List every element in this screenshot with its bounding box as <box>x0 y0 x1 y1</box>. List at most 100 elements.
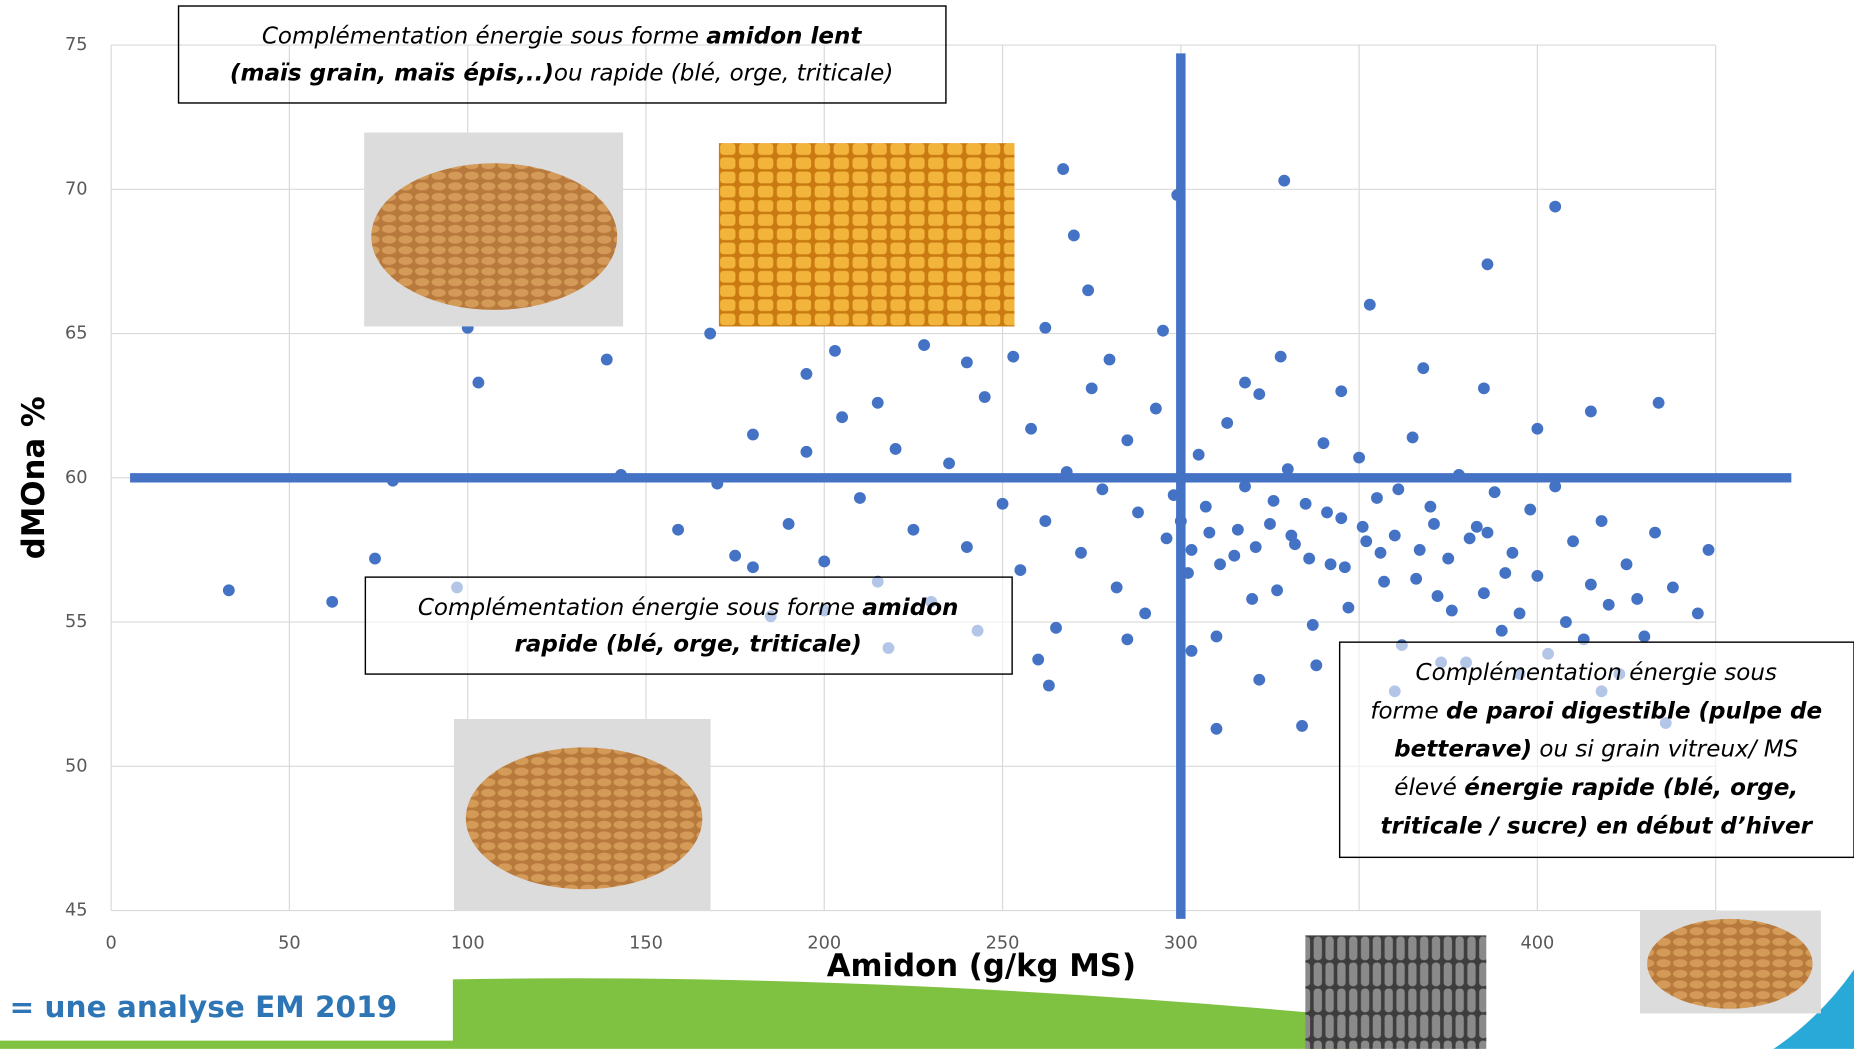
point <box>1596 515 1608 527</box>
point <box>223 584 235 596</box>
point <box>1057 163 1069 175</box>
point <box>747 561 759 573</box>
point <box>1246 593 1258 605</box>
point <box>1186 645 1198 657</box>
point <box>369 553 381 565</box>
point <box>836 411 848 423</box>
point <box>1307 619 1319 631</box>
point <box>1631 593 1643 605</box>
point <box>1278 175 1290 187</box>
point <box>1096 483 1108 495</box>
footnote: = une analyse EM 2019 <box>9 990 397 1024</box>
point <box>1692 607 1704 619</box>
point <box>907 524 919 536</box>
annotation: triticale / sucre) en début d’hiver <box>1381 813 1814 839</box>
annotation-part: amidon <box>862 594 958 620</box>
point <box>1414 544 1426 556</box>
point <box>1007 351 1019 363</box>
point <box>1499 567 1511 579</box>
point <box>997 498 1009 510</box>
point <box>1442 553 1454 565</box>
point <box>1121 434 1133 446</box>
point <box>1507 547 1519 559</box>
annotation: Complémentation énergie sous forme amido… <box>262 23 863 49</box>
point <box>1186 544 1198 556</box>
annotation: Complémentation énergie sous <box>1416 659 1777 685</box>
point <box>1039 322 1051 334</box>
photo <box>1647 919 1813 1009</box>
x-tick-label: 100 <box>451 934 485 954</box>
x-tick-label: 150 <box>629 934 663 954</box>
point <box>961 356 973 368</box>
point <box>1264 518 1276 530</box>
annotation-box <box>179 6 946 103</box>
point <box>1567 535 1579 547</box>
point <box>1585 579 1597 591</box>
point <box>801 446 813 458</box>
photo <box>719 143 1015 326</box>
point <box>1560 616 1572 628</box>
x-tick-label: 0 <box>106 934 117 954</box>
point <box>783 518 795 530</box>
point <box>472 377 484 389</box>
annotation-part: Complémentation énergie sous <box>1416 659 1777 685</box>
point <box>1285 530 1297 542</box>
point <box>1250 541 1262 553</box>
annotation: (maïs grain, maïs épis,..)ou rapide (blé… <box>230 60 893 86</box>
annotation-part: (maïs grain, maïs épis,..) <box>230 60 554 86</box>
point <box>943 457 955 469</box>
annotation-part: ou rapide (blé, orge, triticale) <box>554 60 893 86</box>
annotation: rapide (blé, orge, triticale) <box>514 631 861 657</box>
annotation: betterave) ou si grain vitreux/ MS <box>1394 736 1798 762</box>
point <box>1039 515 1051 527</box>
point <box>1161 532 1173 544</box>
point <box>1653 397 1665 409</box>
point <box>1353 452 1365 464</box>
point <box>1200 501 1212 513</box>
point <box>1392 483 1404 495</box>
point <box>1253 388 1265 400</box>
y-tick-label: 60 <box>65 468 88 488</box>
point <box>890 443 902 455</box>
photo <box>371 163 617 310</box>
annotation-part: énergie rapide (blé, orge, <box>1464 775 1798 801</box>
point <box>1603 599 1615 611</box>
point <box>1082 284 1094 296</box>
point <box>601 354 613 366</box>
y-tick-label: 55 <box>65 612 88 632</box>
y-axis-label: dMOna % <box>16 396 52 559</box>
y-tick-label: 50 <box>65 756 88 776</box>
photo <box>1305 935 1486 1049</box>
point <box>1104 354 1116 366</box>
point <box>1228 550 1240 562</box>
x-axis-label: Amidon (g/kg MS) <box>827 948 1136 984</box>
point <box>1407 431 1419 443</box>
point <box>1050 622 1062 634</box>
point <box>1318 437 1330 449</box>
point <box>1514 607 1526 619</box>
point <box>818 556 830 568</box>
point <box>1364 299 1376 311</box>
point <box>1139 607 1151 619</box>
point <box>1357 521 1369 533</box>
point <box>1221 417 1233 429</box>
point <box>1478 382 1490 394</box>
point <box>1268 495 1280 507</box>
point <box>1310 659 1322 671</box>
point <box>872 397 884 409</box>
point <box>1271 584 1283 596</box>
point <box>1253 674 1265 686</box>
point <box>1667 582 1679 594</box>
annotation-part: de paroi digestible (pulpe de <box>1446 698 1822 724</box>
x-tick-label: 50 <box>278 934 301 954</box>
point <box>1335 385 1347 397</box>
point <box>1014 564 1026 576</box>
point <box>672 524 684 536</box>
point <box>918 339 930 351</box>
page: 4550556065707505010015020025030035040045… <box>0 0 1854 1049</box>
point <box>1121 633 1133 645</box>
annotation-part: betterave) <box>1394 736 1532 762</box>
point <box>1325 558 1337 570</box>
y-tick-label: 45 <box>65 901 88 921</box>
point <box>1360 535 1372 547</box>
